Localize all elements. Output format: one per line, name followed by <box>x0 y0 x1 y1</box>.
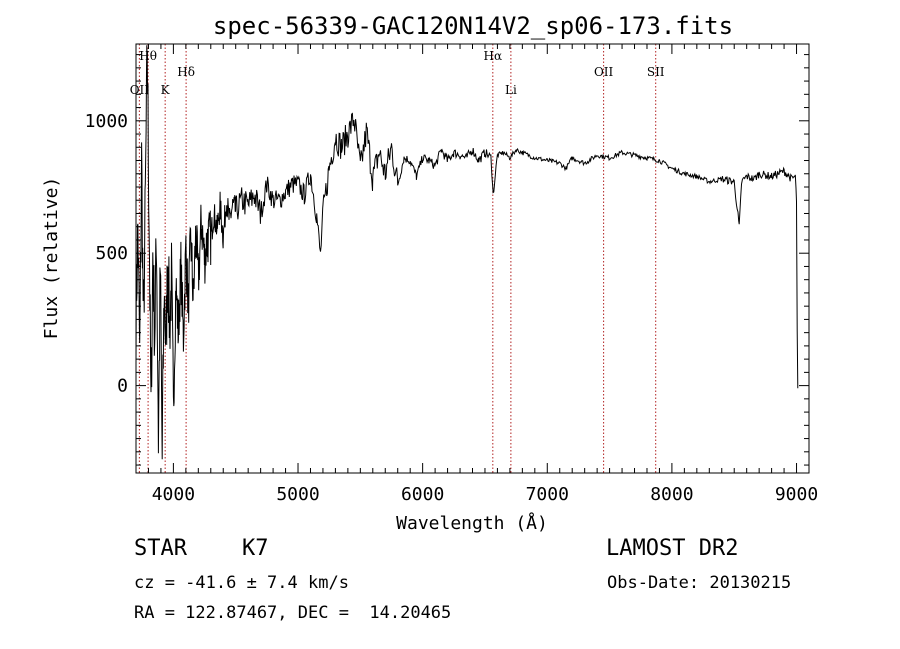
object-class: STAR <box>134 536 187 561</box>
spectrum-line <box>135 45 799 460</box>
line-marker-label: SII <box>647 65 665 79</box>
line-markers: OII Hθ K Hδ Hα Li OII SII <box>130 44 665 473</box>
line-marker-label: K <box>161 83 171 97</box>
y-axis-label: Flux (relative) <box>41 177 62 340</box>
x-tick-label: 9000 <box>775 484 818 505</box>
chart-title: spec-56339-GAC120N14V2_sp06-173.fits <box>213 12 733 40</box>
x-tick-label: 4000 <box>152 484 195 505</box>
line-marker-label: Li <box>505 83 517 97</box>
observation-date: Obs-Date: 20130215 <box>607 573 792 593</box>
x-axis-label: Wavelength (Å) <box>396 512 548 534</box>
line-marker-label: Hα <box>484 49 503 63</box>
x-tick-label: 5000 <box>276 484 319 505</box>
line-marker-label: Hθ <box>139 49 157 63</box>
line-marker-label: OII <box>130 83 150 97</box>
survey-name: LAMOST DR2 <box>606 536 739 561</box>
x-axis: 4000 5000 6000 7000 8000 9000 <box>135 44 818 505</box>
line-marker-label: Hδ <box>177 65 195 79</box>
y-tick-label: 500 <box>95 243 128 264</box>
x-tick-label: 8000 <box>650 484 693 505</box>
redshift-velocity: cz = -41.6 ± 7.4 km/s <box>134 573 349 593</box>
x-tick-label: 7000 <box>526 484 569 505</box>
spectrum-series <box>135 45 799 460</box>
plot-frame <box>135 43 810 474</box>
y-axis: 0 500 1000 <box>85 54 809 466</box>
ra-dec-coordinates: RA = 122.87467, DEC = 14.20465 <box>134 603 452 623</box>
line-marker-label: OII <box>594 65 614 79</box>
object-subclass: K7 <box>242 536 269 561</box>
x-tick-label: 6000 <box>401 484 444 505</box>
y-tick-label: 0 <box>117 376 128 397</box>
y-tick-label: 1000 <box>85 111 128 132</box>
